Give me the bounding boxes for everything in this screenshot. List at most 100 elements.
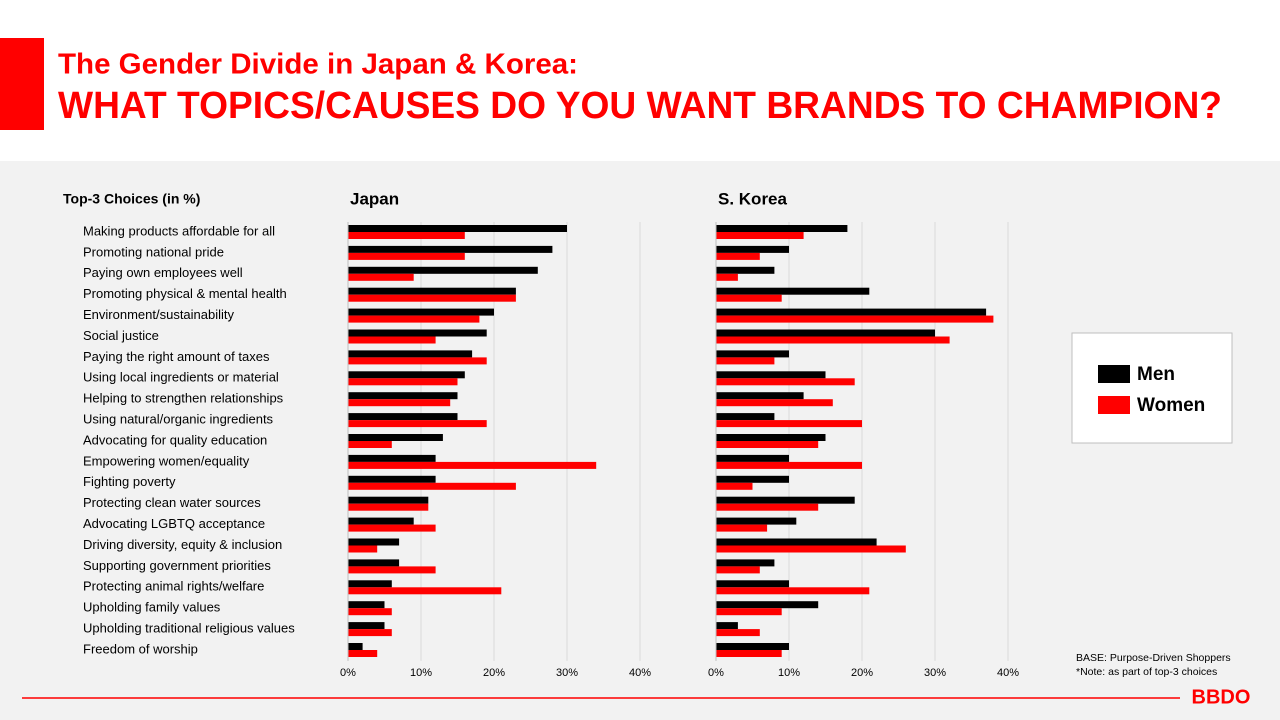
x-tick-label: 0% [708,667,724,679]
bar [348,580,392,588]
bar [348,434,443,441]
bar [348,308,494,316]
bar [348,538,400,546]
bar [348,461,597,469]
bar [348,232,465,239]
bar [716,517,797,525]
bar [716,482,753,490]
bar [716,225,848,232]
bar [348,496,429,504]
category-label: Upholding traditional religious values [83,621,295,636]
category-label: Freedom of worship [83,641,198,656]
chart-title: Japan [350,189,399,208]
bar [716,315,994,323]
bar [716,454,789,462]
bar [348,650,378,657]
bar [348,357,487,365]
bar [716,538,877,546]
bar [716,496,855,504]
category-label: Helping to strengthen relationships [83,391,284,406]
bar [716,629,760,637]
bar [348,622,385,630]
category-label: Advocating LGBTQ acceptance [83,516,265,531]
category-label: Driving diversity, equity & inclusion [83,537,282,552]
bar [716,643,789,650]
category-label: Protecting animal rights/welfare [83,579,264,594]
category-label: Upholding family values [83,600,221,615]
bar [348,287,516,295]
bar [716,420,862,428]
bar [348,566,436,574]
bar [348,371,465,379]
bar [716,441,819,448]
bar [716,608,782,616]
bar [716,266,775,274]
category-label: Promoting national pride [83,244,224,259]
bar [716,308,987,316]
bar [348,629,392,637]
bar [348,399,451,407]
category-label: Empowering women/equality [83,453,250,468]
bar [716,434,826,441]
category-label: Paying the right amount of taxes [83,349,270,364]
x-tick-label: 30% [924,667,946,679]
bar [348,392,458,400]
bar [716,475,789,483]
category-label: Using local ingredients or material [83,370,279,385]
bar [716,587,870,595]
bar [716,273,738,281]
bar [348,350,473,358]
bar [348,608,392,616]
accent-bar [0,38,44,130]
note: *Note: as part of top-3 choices [1076,666,1217,678]
chart-title: S. Korea [718,189,788,208]
category-label: Using natural/organic ingredients [83,412,274,427]
bar [716,392,804,400]
bar [716,413,775,421]
category-label: Environment/sustainability [83,307,235,322]
bar [716,622,738,630]
bar [716,580,789,588]
bar [716,545,906,553]
bar [716,294,782,302]
bar [716,461,862,469]
bar [348,336,436,344]
x-tick-label: 40% [629,667,651,679]
x-tick-label: 0% [340,667,356,679]
bar [348,545,378,553]
x-tick-label: 10% [778,667,800,679]
legend-label: Men [1137,364,1175,385]
bar [348,329,487,337]
bar [348,482,516,490]
x-tick-label: 40% [997,667,1019,679]
bar [348,225,567,232]
bar [348,441,392,448]
x-tick-label: 10% [410,667,432,679]
title: The Gender Divide in Japan & Korea: [58,49,578,81]
x-tick-label: 30% [556,667,578,679]
category-label: Making products affordable for all [83,223,275,238]
bar [716,287,870,295]
logo: BBDO [1192,686,1251,708]
bar [716,378,855,386]
bar [348,315,480,323]
plots: Making products affordable for all Promot… [83,189,1205,678]
bar [716,601,819,609]
legend-label: Women [1137,395,1205,416]
legend-swatch [1098,365,1130,383]
bar [716,371,826,379]
bar [348,524,436,532]
x-tick-label: 20% [851,667,873,679]
axis-label: Top-3 Choices (in %) [63,191,200,207]
bar [716,329,935,337]
category-label: Promoting physical & mental health [83,286,287,301]
bar [348,587,502,595]
legend-swatch [1098,396,1130,414]
bar [348,559,400,567]
bar [348,273,414,281]
bar [716,650,782,657]
legend-box [1071,332,1233,444]
bar [716,245,789,253]
bar [348,643,363,650]
category-label: Supporting government priorities [83,558,271,573]
